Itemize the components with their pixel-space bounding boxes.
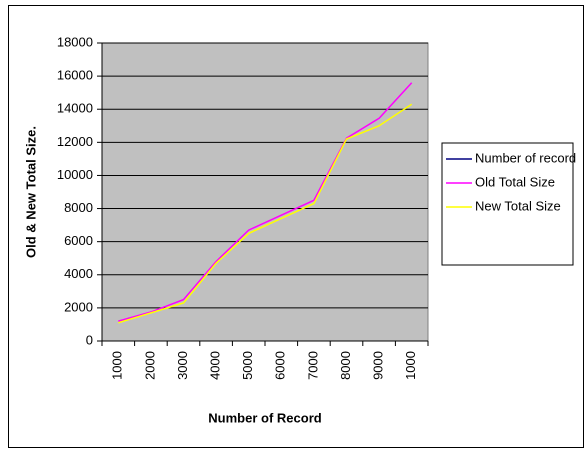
x-tick-label: 7000 — [305, 351, 320, 380]
x-tick-label: 2000 — [142, 351, 157, 380]
y-tick-label: 6000 — [64, 233, 93, 248]
y-tick-label: 10000 — [57, 167, 93, 182]
x-tick-label: 6000 — [273, 351, 288, 380]
x-tick-label: 4000 — [208, 351, 223, 380]
legend-label: New Total Size — [475, 198, 561, 213]
x-tick-label: 9000 — [371, 351, 386, 380]
y-tick-label: 4000 — [64, 266, 93, 281]
y-tick-label: 18000 — [57, 34, 93, 49]
y-tick-label: 16000 — [57, 68, 93, 83]
y-tick-label: 0 — [86, 332, 93, 347]
legend-label: Number of record — [475, 150, 576, 165]
x-tick-label: 8000 — [338, 351, 353, 380]
y-axis-title: Old & New Total Size. — [23, 126, 38, 258]
x-tick-label: 5000 — [240, 351, 255, 380]
series-line — [118, 82, 413, 322]
x-tick-label: 1000 — [403, 351, 418, 380]
y-tick-label: 2000 — [64, 299, 93, 314]
x-tick-label: 1000 — [110, 351, 125, 380]
plot-area — [101, 42, 429, 342]
x-tick-label: 3000 — [175, 351, 190, 380]
y-tick-label: 14000 — [57, 101, 93, 116]
y-tick-label: 8000 — [64, 200, 93, 215]
x-axis-title: Number of Record — [208, 410, 321, 425]
legend-box — [441, 142, 574, 266]
series-line — [118, 103, 413, 324]
legend-label: Old Total Size — [475, 174, 555, 189]
y-tick-label: 12000 — [57, 134, 93, 149]
